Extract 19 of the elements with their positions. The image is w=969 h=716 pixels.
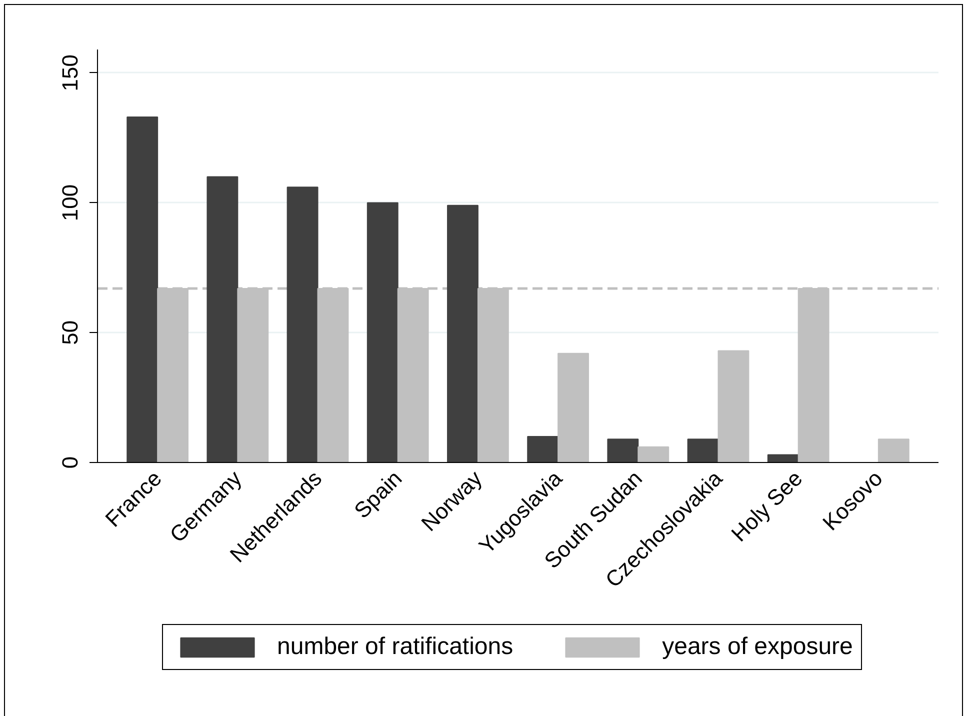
bar — [558, 352, 589, 462]
bar — [366, 202, 398, 462]
bar — [286, 186, 318, 462]
bar — [718, 350, 750, 462]
bar — [638, 446, 670, 462]
legend-label: number of ratifications — [277, 633, 514, 661]
bar — [607, 438, 639, 462]
y-tick-label: 50 — [58, 320, 82, 345]
y-tick-label: 0 — [58, 456, 82, 469]
bar — [447, 204, 478, 462]
bar — [527, 436, 559, 462]
bar — [878, 438, 910, 462]
y-tick-label: 150 — [58, 54, 82, 92]
bar — [206, 176, 238, 462]
bar — [126, 116, 158, 462]
legend-label: years of exposure — [662, 633, 853, 661]
bar — [767, 454, 799, 462]
y-tick-label: 100 — [58, 184, 82, 222]
bar — [687, 438, 719, 462]
